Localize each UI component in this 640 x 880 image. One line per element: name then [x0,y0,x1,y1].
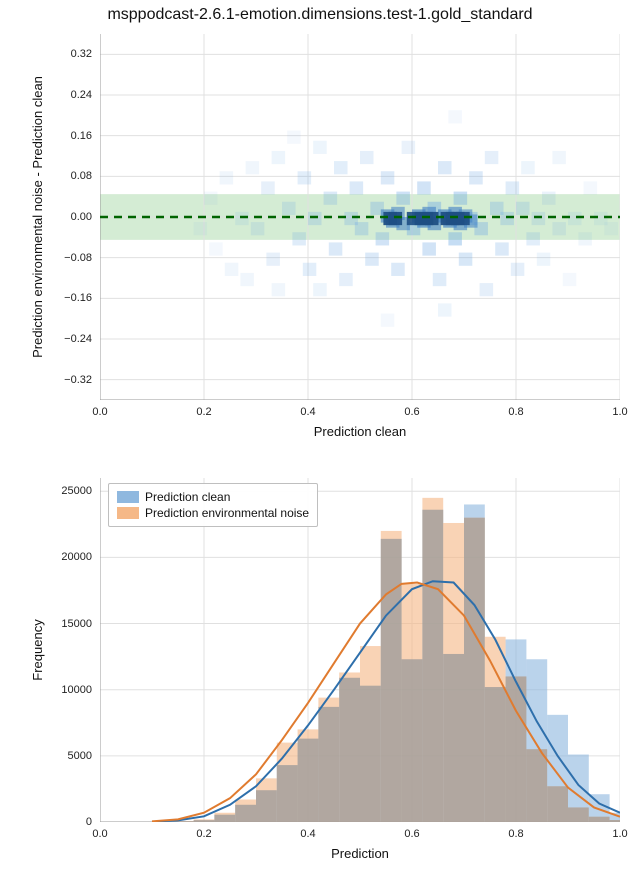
legend-item: Prediction clean [117,490,309,504]
hist-plot-area [100,478,620,822]
tick-label: 10000 [32,684,92,696]
legend-item: Prediction environmental noise [117,506,309,520]
tick-label: 20000 [32,551,92,563]
tick-label: 0.8 [508,406,523,418]
figure-title: msppodcast-2.6.1-emotion.dimensions.test… [0,6,640,24]
hist-y-label: Frequency [30,619,45,680]
tick-label: 0.6 [404,406,419,418]
scatter-svg [100,34,620,400]
legend-swatch [117,507,139,519]
tick-label: 0.8 [508,828,523,840]
hist-x-label: Prediction [331,846,389,861]
tick-label: 0.4 [300,828,315,840]
hist-panel: 0.00.20.40.60.81.0 050001000015000200002… [100,478,620,822]
hist-legend: Prediction clean Prediction environmental… [108,483,318,527]
tick-label: 0.2 [196,828,211,840]
scatter-x-label: Prediction clean [314,424,407,439]
scatter-y-label: Prediction environmental noise - Predict… [30,76,45,358]
tick-label: 0.2 [196,406,211,418]
tick-label: 0 [32,816,92,828]
tick-label: 0.0 [92,406,107,418]
legend-label: Prediction environmental noise [145,506,309,520]
tick-label: 0.6 [404,828,419,840]
scatter-panel: 0.00.20.40.60.81.0 −0.32−0.24−0.16−0.080… [100,34,620,400]
legend-label: Prediction clean [145,490,230,504]
tick-label: −0.32 [32,374,92,386]
figure: msppodcast-2.6.1-emotion.dimensions.test… [0,0,640,880]
tick-label: 1.0 [612,828,627,840]
legend-swatch [117,491,139,503]
tick-label: 0.4 [300,406,315,418]
scatter-plot-area [100,34,620,400]
tick-label: 1.0 [612,406,627,418]
tick-label: 25000 [32,485,92,497]
tick-label: 5000 [32,750,92,762]
tick-label: 0.0 [92,828,107,840]
tick-label: 0.32 [32,48,92,60]
hist-svg [100,478,620,822]
